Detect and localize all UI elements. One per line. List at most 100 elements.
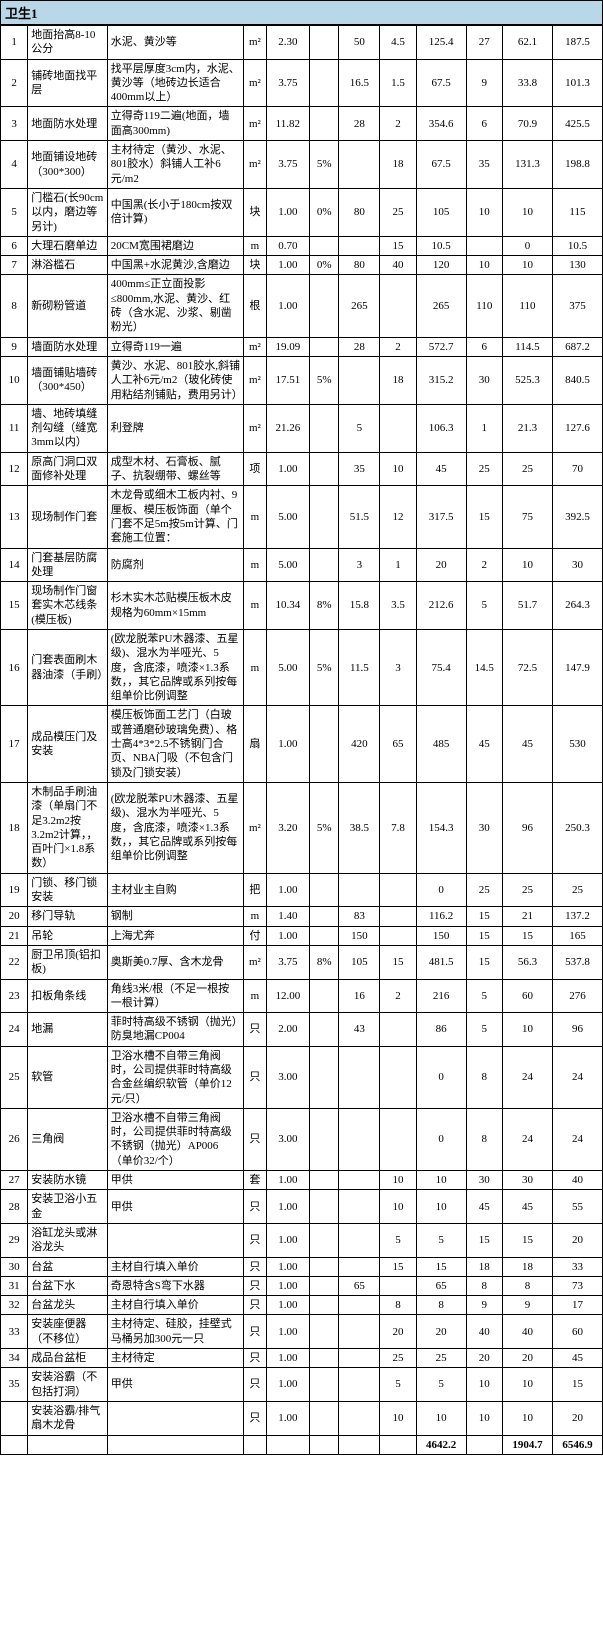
unit: m bbox=[244, 907, 267, 926]
v2: 1.5 bbox=[380, 59, 416, 107]
table-row: 5门槛石(长90cm以内，磨边等另计)中国黑(长小于180cm按双倍计算)块1.… bbox=[1, 188, 603, 236]
v3: 481.5 bbox=[416, 945, 466, 979]
v1: 28 bbox=[339, 107, 380, 141]
table-row: 25软管卫浴水槽不自带三角阀时，公司提供菲时特高级合金丝编织软管（单价12元/只… bbox=[1, 1046, 603, 1108]
v4: 30 bbox=[466, 356, 502, 404]
qty: 1.00 bbox=[266, 1349, 309, 1368]
v2: 5 bbox=[380, 1223, 416, 1257]
qty: 5.00 bbox=[266, 629, 309, 705]
v4: 15 bbox=[466, 945, 502, 979]
item-desc: (欧龙脱苯PU木器漆、五星级)、混水为半哑光、5度，含底漆，喷漆×1.3系数，，… bbox=[107, 782, 243, 873]
item-name: 安装防水镜 bbox=[28, 1171, 108, 1190]
v5: 10 bbox=[502, 188, 552, 236]
unit: 只 bbox=[244, 1190, 267, 1224]
table-row: 26三角阀卫浴水槽不自带三角阀时，公司提供菲时特高级不锈钢（抛光）AP006（单… bbox=[1, 1108, 603, 1170]
v6: 264.3 bbox=[552, 582, 602, 630]
v6: 530 bbox=[552, 706, 602, 782]
unit: m bbox=[244, 582, 267, 630]
item-desc: 卫浴水槽不自带三角阀时，公司提供菲时特高级合金丝编织软管（单价12元/只） bbox=[107, 1046, 243, 1108]
qty: 12.00 bbox=[266, 979, 309, 1013]
v5: 62.1 bbox=[502, 26, 552, 60]
pct bbox=[309, 1171, 339, 1190]
pct bbox=[309, 1013, 339, 1047]
pct: 5% bbox=[309, 782, 339, 873]
v5: 10 bbox=[502, 1013, 552, 1047]
v2 bbox=[380, 1108, 416, 1170]
pct bbox=[309, 1108, 339, 1170]
table-row: 3地面防水处理立得奇119二遍(地面，墙面高300mm)m²11.8228235… bbox=[1, 107, 603, 141]
pct bbox=[309, 1257, 339, 1276]
pct bbox=[309, 1401, 339, 1435]
v5: 18 bbox=[502, 1257, 552, 1276]
unit: 付 bbox=[244, 926, 267, 945]
table-row: 27安装防水镜甲供套1.001010303040 bbox=[1, 1171, 603, 1190]
row-num: 18 bbox=[1, 782, 28, 873]
item-name: 地面抬高8-10公分 bbox=[28, 26, 108, 60]
table-row: 20移门导轨钢制m1.4083116.21521137.2 bbox=[1, 907, 603, 926]
pct bbox=[309, 926, 339, 945]
table-row: 19门锁、移门锁安装主材业主自购把1.000252525 bbox=[1, 873, 603, 907]
v5: 21.3 bbox=[502, 404, 552, 452]
unit: 根 bbox=[244, 275, 267, 337]
v5: 25 bbox=[502, 873, 552, 907]
item-desc: 主材待定、硅胶，挂壁式马桶另加300元一只 bbox=[107, 1315, 243, 1349]
v3: 216 bbox=[416, 979, 466, 1013]
item-desc: 利登牌 bbox=[107, 404, 243, 452]
table-row: 21吊轮上海尤奔付1.001501501515165 bbox=[1, 926, 603, 945]
row-num: 22 bbox=[1, 945, 28, 979]
row-num: 27 bbox=[1, 1171, 28, 1190]
item-desc: 20CM宽围裙磨边 bbox=[107, 236, 243, 255]
unit: 只 bbox=[244, 1046, 267, 1108]
v6: 10.5 bbox=[552, 236, 602, 255]
item-name: 浴缸龙头或淋浴龙头 bbox=[28, 1223, 108, 1257]
table-row: 29浴缸龙头或淋浴龙头只1.0055151520 bbox=[1, 1223, 603, 1257]
qty: 1.00 bbox=[266, 256, 309, 275]
unit: 块 bbox=[244, 256, 267, 275]
unit: m² bbox=[244, 141, 267, 189]
item-name: 吊轮 bbox=[28, 926, 108, 945]
item-name: 台盆下水 bbox=[28, 1276, 108, 1295]
v2: 12 bbox=[380, 486, 416, 548]
v2: 3.5 bbox=[380, 582, 416, 630]
v3: 354.6 bbox=[416, 107, 466, 141]
v2: 10 bbox=[380, 452, 416, 486]
v4: 5 bbox=[466, 582, 502, 630]
v6: 375 bbox=[552, 275, 602, 337]
item-name: 墙面铺贴墙砖（300*450） bbox=[28, 356, 108, 404]
v2: 18 bbox=[380, 141, 416, 189]
v4: 10 bbox=[466, 188, 502, 236]
total-v5: 1904.7 bbox=[502, 1435, 552, 1454]
unit: m² bbox=[244, 404, 267, 452]
row-num: 6 bbox=[1, 236, 28, 255]
v2 bbox=[380, 404, 416, 452]
v1 bbox=[339, 1368, 380, 1402]
v1: 83 bbox=[339, 907, 380, 926]
unit: m² bbox=[244, 337, 267, 356]
estimate-table: 1地面抬高8-10公分水泥、黄沙等m²2.30504.5125.42762.11… bbox=[0, 25, 603, 1455]
unit: m bbox=[244, 629, 267, 705]
qty: 1.00 bbox=[266, 1368, 309, 1402]
v1: 3 bbox=[339, 548, 380, 582]
qty: 1.00 bbox=[266, 873, 309, 907]
table-row: 31台盆下水奇恩特含S弯下水器只1.0065658873 bbox=[1, 1276, 603, 1295]
v1: 16.5 bbox=[339, 59, 380, 107]
v5: 45 bbox=[502, 706, 552, 782]
unit: 项 bbox=[244, 452, 267, 486]
item-desc: 角线3米/根（不足一根按一根计算） bbox=[107, 979, 243, 1013]
pct bbox=[309, 1368, 339, 1402]
v5: 110 bbox=[502, 275, 552, 337]
v5: 8 bbox=[502, 1276, 552, 1295]
row-num: 31 bbox=[1, 1276, 28, 1295]
v6: 24 bbox=[552, 1108, 602, 1170]
item-desc: 成型木材、石膏板、腻子、抗裂绷带、螺丝等 bbox=[107, 452, 243, 486]
v2 bbox=[380, 275, 416, 337]
v3: 67.5 bbox=[416, 141, 466, 189]
table-row: 22厨卫吊顶(铝扣板)奥斯美0.7厚、含木龙骨m²3.758%10515481.… bbox=[1, 945, 603, 979]
v4: 35 bbox=[466, 141, 502, 189]
v5: 30 bbox=[502, 1171, 552, 1190]
item-desc bbox=[107, 1223, 243, 1257]
v5: 10 bbox=[502, 1401, 552, 1435]
pct bbox=[309, 404, 339, 452]
item-desc: 卫浴水槽不自带三角阀时，公司提供菲时特高级不锈钢（抛光）AP006（单价32/个… bbox=[107, 1108, 243, 1170]
v2 bbox=[380, 1046, 416, 1108]
